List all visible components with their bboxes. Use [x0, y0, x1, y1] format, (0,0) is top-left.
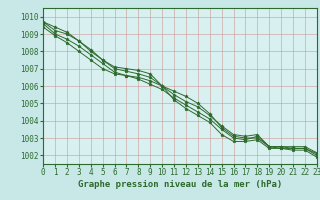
X-axis label: Graphe pression niveau de la mer (hPa): Graphe pression niveau de la mer (hPa): [78, 180, 282, 189]
